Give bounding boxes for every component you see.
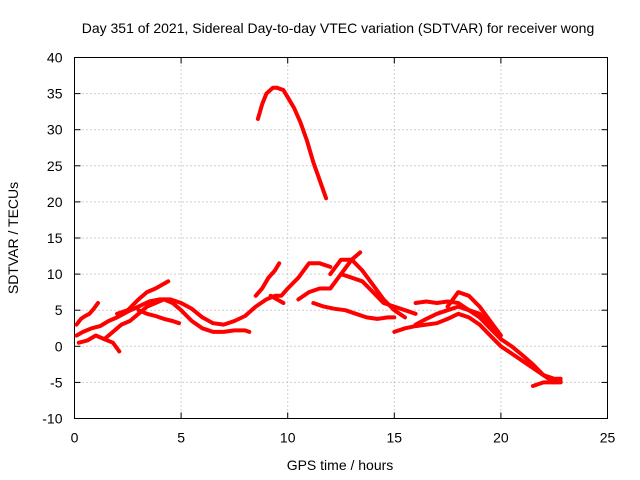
series-group	[74, 85, 563, 388]
y-tick-label: -5	[50, 374, 63, 390]
series-line-arc-18	[530, 379, 563, 388]
y-tick-label: 5	[55, 302, 63, 318]
series-line-arc-3	[76, 333, 122, 354]
series-line-arc-2	[74, 261, 333, 338]
y-tick-label: 30	[47, 122, 63, 138]
series-line-arc-15	[413, 299, 563, 385]
series-line-arc-8	[253, 261, 282, 298]
y-tick-label: 15	[47, 230, 63, 246]
axis-ticks: 0 5 10 15 20 25 -10 -5 0 5 10 15 20 25 30 35 40	[42, 50, 615, 446]
series-line-arc-16	[445, 290, 503, 338]
x-tick-label: 10	[280, 430, 296, 446]
chart-title: Day 351 of 2021, Sidereal Day-to-day VTE…	[82, 20, 595, 36]
x-tick-label: 0	[71, 430, 79, 446]
series-line-arc-6	[136, 308, 181, 326]
x-tick-label: 5	[177, 430, 185, 446]
x-tick-label: 20	[493, 430, 509, 446]
y-tick-label: 20	[47, 194, 63, 210]
series-line-arc-17	[413, 304, 503, 342]
y-tick-label: 40	[47, 50, 63, 66]
series-line-arc-11	[328, 257, 407, 320]
series-line-arc-9	[268, 293, 286, 305]
y-tick-label: 25	[47, 158, 63, 174]
grid	[74, 57, 608, 419]
y-axis-label: SDTVAR / TECUs	[5, 182, 21, 294]
y-tick-label: 10	[47, 266, 63, 282]
series-line-arc-13	[311, 301, 397, 321]
series-line-arc-12	[339, 272, 418, 316]
x-tick-label: 25	[600, 430, 616, 446]
series-line-arc-7	[255, 85, 329, 201]
y-tick-label: 0	[55, 338, 63, 354]
series-line-arc-5	[115, 279, 171, 316]
series-line-arc-1	[74, 301, 100, 327]
x-tick-label: 15	[387, 430, 403, 446]
y-tick-label: -10	[42, 411, 62, 427]
x-axis-label: GPS time / hours	[287, 457, 394, 473]
y-tick-label: 35	[47, 86, 63, 102]
series-line-arc-4	[102, 297, 252, 342]
